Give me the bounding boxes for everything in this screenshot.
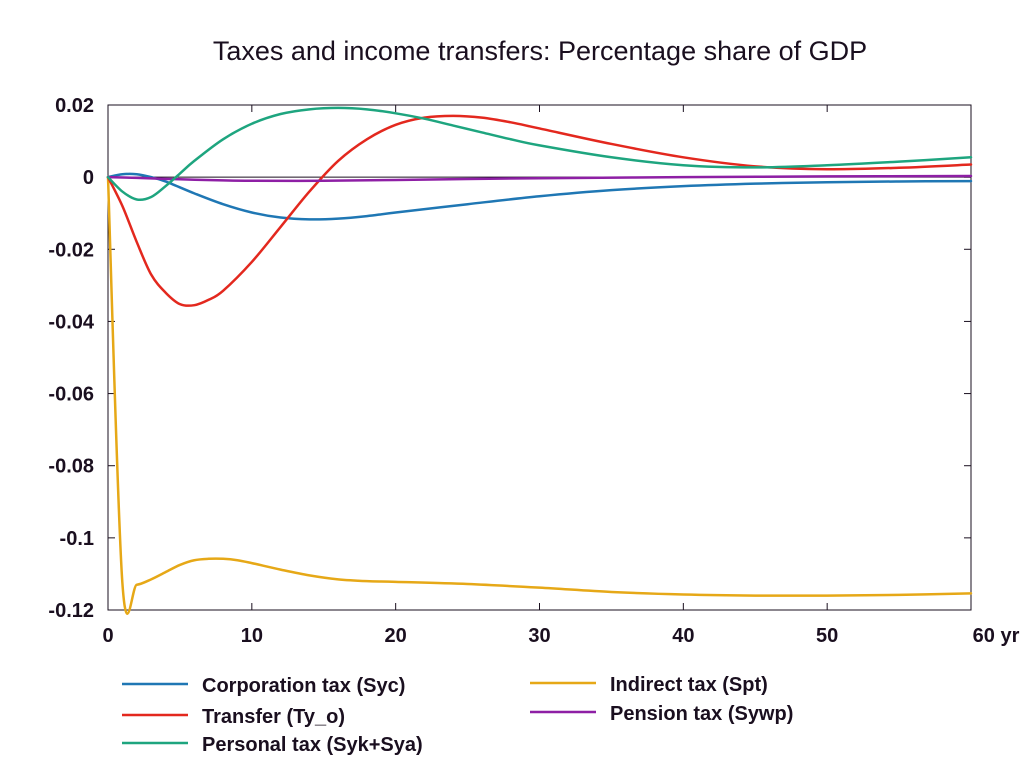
chart-title: Taxes and income transfers: Percentage s… bbox=[213, 36, 867, 66]
y-tick-label: 0.02 bbox=[55, 95, 94, 117]
x-tick-label: 40 bbox=[672, 625, 694, 647]
legend: Corporation tax (Syc) Indirect tax (Spt) T… bbox=[122, 674, 793, 756]
x-tick-label: 30 bbox=[528, 625, 550, 647]
legend-label: Transfer (Ty_o) bbox=[202, 706, 345, 728]
y-tick-label: -0.06 bbox=[48, 384, 94, 406]
series-line-indirect-tax-spt bbox=[106, 175, 973, 615]
y-ticks: 0.02 0 -0.02 -0.04 -0.06 -0.08 -0.1 -0.12 bbox=[48, 95, 971, 622]
legend-label: Personal tax (Syk+Sya) bbox=[202, 734, 423, 756]
legend-label: Corporation tax (Syc) bbox=[202, 675, 405, 697]
x-tick-label: 60 yr bbox=[973, 625, 1020, 647]
x-tick-label: 0 bbox=[102, 625, 113, 647]
legend-label: Pension tax (Sywp) bbox=[610, 703, 793, 725]
plot-area: 0 10 20 30 40 50 60 yr 0.02 0 -0.02 -0.04 -0.06 -0.… bbox=[48, 95, 1019, 647]
series-line-personal-tax-syk-sya bbox=[106, 106, 973, 202]
legend-item-indirect-tax-spt: Indirect tax (Spt) bbox=[530, 674, 768, 696]
series-lines bbox=[106, 106, 973, 615]
y-tick-label: -0.12 bbox=[48, 600, 94, 622]
y-tick-label: -0.1 bbox=[60, 528, 94, 550]
legend-item-pension-tax-sywp: Pension tax (Sywp) bbox=[530, 703, 793, 725]
y-tick-label: -0.04 bbox=[48, 311, 94, 333]
y-tick-label: 0 bbox=[83, 167, 94, 189]
legend-item-corporation-tax-syc: Corporation tax (Syc) bbox=[122, 675, 405, 697]
series-line-pension-tax-sywp bbox=[106, 174, 973, 183]
legend-item-personal-tax-syk-sya: Personal tax (Syk+Sya) bbox=[122, 734, 423, 756]
y-tick-label: -0.08 bbox=[48, 456, 94, 478]
x-tick-label: 50 bbox=[816, 625, 838, 647]
legend-label: Indirect tax (Spt) bbox=[610, 674, 768, 696]
y-tick-label: -0.02 bbox=[48, 239, 94, 261]
x-ticks: 0 10 20 30 40 50 60 yr bbox=[102, 105, 1020, 647]
x-tick-label: 20 bbox=[385, 625, 407, 647]
series-line-transfer-ty-o bbox=[106, 114, 973, 307]
x-tick-label: 10 bbox=[241, 625, 263, 647]
legend-item-transfer-ty-o: Transfer (Ty_o) bbox=[122, 706, 345, 728]
